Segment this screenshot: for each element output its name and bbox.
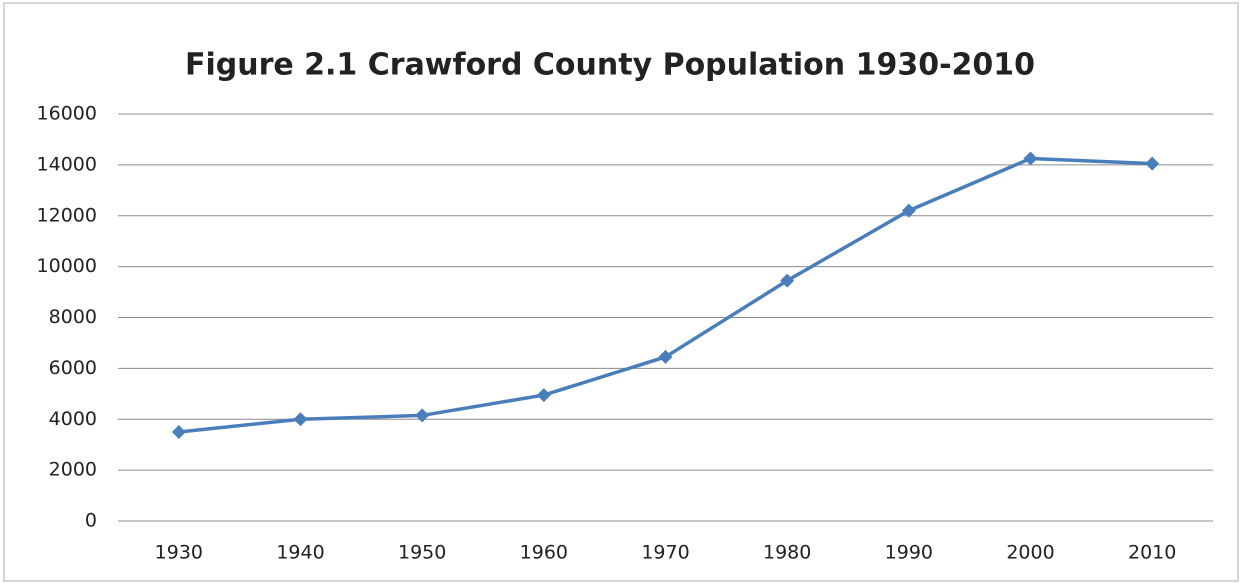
y-tick-label: 16000 — [37, 103, 97, 125]
y-tick-label: 8000 — [49, 306, 97, 328]
y-tick-label: 12000 — [37, 204, 97, 226]
x-tick-label: 1980 — [763, 542, 811, 564]
x-tick-label: 1970 — [641, 542, 689, 564]
y-tick-label: 14000 — [37, 153, 97, 175]
data-point — [293, 412, 308, 427]
data-point — [171, 424, 186, 439]
y-tick-label: 0 — [85, 510, 97, 532]
x-tick-label: 1960 — [520, 542, 568, 564]
y-tick-label: 10000 — [37, 255, 97, 277]
x-tick-label: 1990 — [885, 542, 933, 564]
data-point — [415, 408, 430, 423]
x-tick-label: 1930 — [155, 542, 203, 564]
y-tick-label: 6000 — [49, 357, 97, 379]
x-tick-label: 1940 — [276, 542, 324, 564]
data-point — [658, 349, 673, 364]
chart-border — [3, 2, 1239, 582]
data-point — [536, 388, 551, 403]
x-tick-label: 2010 — [1128, 542, 1176, 564]
chart-title: Figure 2.1 Crawford County Population 19… — [185, 48, 1035, 83]
y-tick-label: 2000 — [49, 459, 97, 481]
data-point — [901, 203, 916, 218]
x-tick-label: 1950 — [398, 542, 446, 564]
x-tick-label: 2000 — [1006, 542, 1054, 564]
data-point — [780, 273, 795, 288]
data-point — [1023, 151, 1038, 166]
y-tick-label: 4000 — [49, 408, 97, 430]
data-point — [1145, 156, 1160, 171]
